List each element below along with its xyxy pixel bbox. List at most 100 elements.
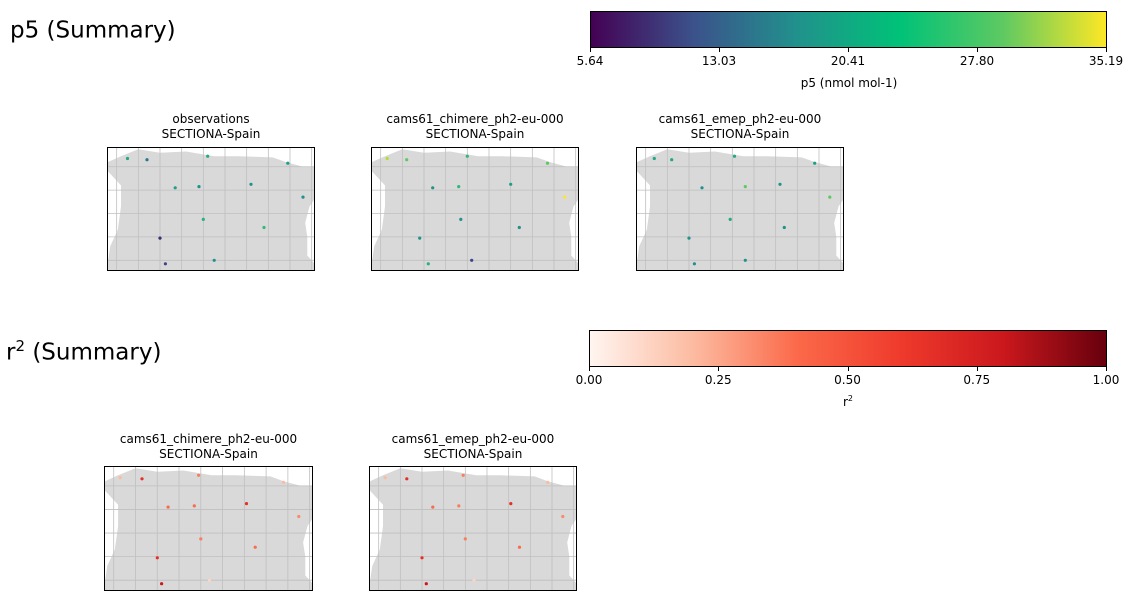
colorbar-tick-mark (589, 367, 590, 371)
colorbar-tick-label: 35.19 (1088, 54, 1124, 68)
map-panel-chimere-r2: cams61_chimere_ph2-eu-000 SECTIONA-Spain (104, 432, 313, 592)
station-point (249, 182, 253, 186)
map-subtitle: SECTIONA-Spain (161, 127, 261, 141)
colorbar-tick-mark (718, 367, 720, 371)
map-title: cams61_chimere_ph2-eu-000 (119, 432, 298, 446)
station-point (197, 185, 201, 189)
colorbar-label: r2 (843, 394, 853, 409)
station-point (457, 504, 461, 508)
map-panel-chimere: cams61_chimere_ph2-eu-000 SECTIONA-Spain (371, 112, 579, 272)
land-shape (370, 468, 576, 590)
colorbar-tick-label: 0.00 (575, 373, 603, 387)
station-point (426, 262, 430, 266)
station-point (155, 556, 159, 560)
station-point (700, 186, 704, 190)
station-point (457, 185, 461, 189)
map-plot-area (636, 147, 844, 271)
section-title-sup: 2 (15, 337, 26, 355)
station-point (670, 158, 674, 162)
station-point (281, 480, 286, 484)
station-point (201, 217, 205, 221)
station-point (420, 556, 424, 560)
map-subtitle: SECTIONA-Spain (423, 447, 523, 461)
station-point (470, 258, 474, 262)
map-svg (372, 148, 578, 270)
map-plot-area (107, 147, 315, 271)
colorbar-tick-label: 0.25 (704, 373, 732, 387)
station-point (461, 473, 465, 477)
land-shape (637, 149, 843, 270)
station-point (652, 156, 656, 161)
colorbar-tick-label: 5.64 (576, 54, 604, 68)
map-plot-area (371, 147, 579, 271)
map-plot-area (369, 466, 577, 591)
station-point (743, 185, 747, 189)
colorbar-tick-label: 27.80 (959, 54, 995, 68)
station-point (212, 258, 216, 262)
station-point (145, 158, 149, 162)
colorbar-tick-mark (977, 48, 978, 52)
station-point (207, 578, 212, 582)
colorbar-tick-mark (847, 367, 849, 371)
station-point (206, 154, 210, 158)
section-title-r2: r2 (Summary) (6, 337, 161, 366)
colorbar-tick-mark (719, 48, 720, 52)
station-point (301, 195, 305, 199)
station-point (405, 158, 409, 162)
station-point (546, 480, 550, 484)
station-point (563, 195, 567, 199)
station-point (465, 154, 469, 158)
map-title: cams61_emep_ph2-eu-000 (658, 112, 822, 126)
colorbar-gradient (589, 330, 1107, 367)
colorbar-tick-label: 13.03 (701, 54, 737, 68)
colorbar-label-base: r (842, 395, 848, 409)
station-point (828, 195, 832, 199)
map-panel-emep: cams61_emep_ph2-eu-000 SECTIONA-Spain (636, 112, 844, 272)
station-point (509, 502, 513, 506)
map-svg (105, 467, 312, 590)
colorbar-tick-mark (590, 48, 591, 52)
section-title-rest: (Summary) (39, 17, 176, 44)
map-subtitle: SECTIONA-Spain (159, 447, 258, 461)
colorbar-tick-mark (1106, 48, 1107, 52)
station-point (782, 225, 786, 230)
station-point (192, 504, 196, 508)
map-panel-emep-r2: cams61_emep_ph2-eu-000 SECTIONA-Spain (369, 432, 577, 592)
station-point (743, 258, 747, 262)
station-point (732, 154, 737, 158)
station-point (813, 161, 817, 165)
colorbar-gradient (590, 11, 1107, 48)
map-title: observations (172, 112, 250, 126)
station-point (459, 217, 463, 221)
station-point (118, 476, 122, 480)
map-svg (637, 148, 843, 270)
colorbar-tick-mark (848, 48, 849, 52)
map-svg (370, 467, 576, 590)
colorbar-tick-label: 0.50 (834, 373, 861, 387)
colorbar-label-sup: 2 (847, 394, 854, 403)
map-plot-area (104, 466, 313, 591)
station-point (163, 262, 167, 266)
land-shape (108, 149, 314, 270)
land-shape (372, 149, 578, 270)
station-point (244, 502, 249, 506)
station-point (262, 225, 266, 230)
colorbar-tick-mark (1106, 367, 1107, 371)
station-point (509, 182, 513, 186)
station-point (158, 236, 162, 240)
colorbar-tick-label: 0.75 (963, 373, 991, 387)
map-svg (108, 148, 314, 270)
station-point (418, 236, 422, 240)
colorbar-label: p5 (nmol mol-1) (801, 75, 898, 90)
colorbar-label-base: p5 (nmol mol-1) (800, 76, 898, 90)
colorbar-tick-label: 20.41 (830, 54, 866, 68)
station-point (160, 582, 164, 586)
section-title-rest: (Summary) (25, 339, 162, 366)
station-point (173, 186, 177, 190)
station-point (431, 186, 435, 190)
land-shape (105, 468, 312, 590)
station-point (561, 514, 565, 519)
station-point (383, 476, 387, 480)
station-point (125, 156, 130, 161)
map-panel-observations: observations SECTIONA-Spain (107, 112, 315, 272)
